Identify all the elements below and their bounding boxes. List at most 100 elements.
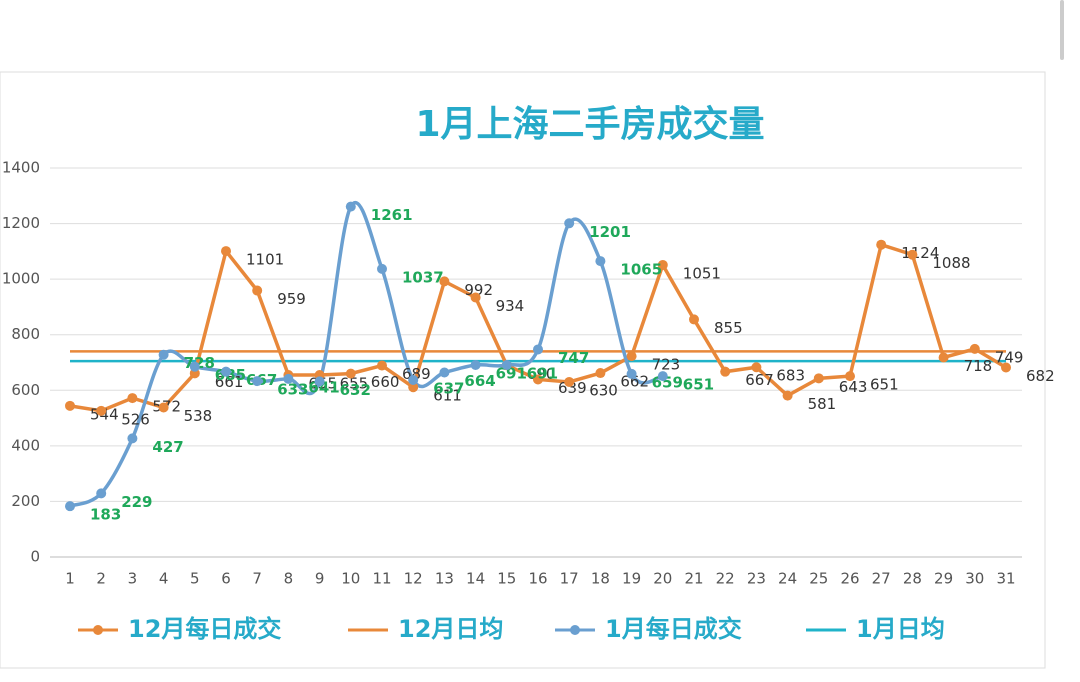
- data-point: [626, 351, 637, 362]
- data-label: 664: [464, 372, 495, 390]
- data-point: [564, 376, 575, 387]
- data-point: [626, 368, 637, 379]
- data-point: [189, 361, 200, 372]
- x-tick-label: 30: [965, 570, 984, 588]
- data-label: 691: [527, 365, 558, 383]
- data-label: 1261: [371, 206, 413, 224]
- chart-card: [0, 71, 1046, 669]
- x-tick-label: 26: [840, 570, 859, 588]
- data-point: [470, 292, 481, 303]
- data-point: [689, 314, 699, 325]
- data-label: 728: [184, 354, 215, 372]
- x-tick-label: 10: [341, 570, 360, 588]
- data-point: [377, 360, 387, 371]
- y-tick-label: 0: [30, 548, 40, 566]
- data-point: [595, 368, 606, 379]
- legend-label: 12月每日成交: [128, 615, 281, 643]
- data-point: [65, 400, 75, 411]
- x-tick-label: 14: [466, 570, 485, 588]
- data-point: [221, 246, 231, 257]
- legend-label: 1月日均: [856, 615, 945, 643]
- x-tick-label: 19: [622, 570, 641, 588]
- x-tick-label: 4: [159, 570, 169, 588]
- data-point: [252, 376, 263, 387]
- data-point: [377, 263, 387, 274]
- data-label: 1088: [932, 254, 970, 272]
- data-label: 611: [433, 387, 462, 405]
- x-tick-label: 9: [315, 570, 325, 588]
- data-point: [845, 371, 855, 382]
- data-label: 581: [808, 395, 837, 413]
- x-tick-label: 12: [404, 570, 423, 588]
- data-point: [127, 393, 138, 404]
- x-tick-label: 28: [903, 570, 922, 588]
- y-tick-label: 800: [11, 325, 40, 343]
- data-point: [907, 249, 918, 260]
- data-label: 685: [215, 366, 246, 384]
- data-point: [158, 349, 169, 360]
- data-point: [533, 344, 543, 355]
- data-label: 1201: [589, 223, 631, 241]
- data-label: 651: [870, 376, 899, 394]
- data-label: 691: [496, 365, 527, 383]
- data-point: [65, 501, 75, 512]
- x-tick-label: 16: [528, 570, 547, 588]
- x-tick-label: 23: [747, 570, 766, 588]
- data-label: 667: [745, 371, 774, 389]
- data-label: 1037: [402, 268, 444, 286]
- data-label: 959: [277, 290, 306, 308]
- x-tick-label: 5: [190, 570, 200, 588]
- data-point: [345, 201, 356, 212]
- data-point: [564, 218, 575, 229]
- x-tick-label: 24: [778, 570, 797, 588]
- data-label: 934: [496, 297, 525, 315]
- data-point: [720, 366, 731, 377]
- data-label: 526: [121, 410, 150, 428]
- data-point: [1001, 362, 1011, 373]
- data-point: [501, 360, 512, 371]
- x-tick-label: 18: [591, 570, 610, 588]
- data-label: 662: [620, 373, 649, 391]
- data-label: 1051: [683, 264, 721, 282]
- x-tick-label: 8: [284, 570, 294, 588]
- x-tick-label: 15: [497, 570, 516, 588]
- data-label: 183: [90, 506, 121, 524]
- x-tick-label: 25: [809, 570, 828, 588]
- data-label: 643: [839, 378, 868, 396]
- data-label: 749: [995, 348, 1024, 366]
- data-point: [969, 343, 980, 354]
- data-label: 718: [964, 357, 993, 375]
- data-point: [439, 367, 450, 378]
- data-label: 538: [184, 407, 213, 425]
- data-point: [876, 239, 887, 250]
- chart-title: 1月上海二手房成交量: [415, 103, 764, 145]
- data-label: 747: [558, 349, 589, 367]
- data-label: 632: [340, 381, 371, 399]
- data-label: 427: [152, 438, 183, 456]
- x-tick-label: 6: [221, 570, 231, 588]
- data-point: [657, 259, 668, 270]
- data-point: [314, 376, 325, 387]
- data-label: 682: [1026, 367, 1055, 385]
- data-label: 637: [433, 380, 464, 398]
- legend-label: 12月日均: [398, 615, 503, 643]
- data-label: 630: [589, 381, 618, 399]
- data-point: [657, 371, 668, 382]
- x-tick-label: 29: [934, 570, 953, 588]
- y-tick-label: 400: [11, 436, 40, 454]
- data-label: 633: [277, 381, 308, 399]
- data-label: 661: [215, 373, 244, 391]
- data-label: 683: [776, 367, 805, 385]
- data-label: 1101: [246, 251, 284, 269]
- data-label: 660: [371, 373, 400, 391]
- legend-marker: [93, 625, 103, 635]
- x-tick-label: 1: [65, 570, 75, 588]
- data-label: 992: [464, 281, 493, 299]
- y-tick-label: 200: [11, 492, 40, 510]
- data-point: [408, 382, 419, 393]
- legend-marker: [570, 625, 580, 635]
- x-tick-label: 31: [996, 570, 1015, 588]
- x-tick-label: 2: [96, 570, 106, 588]
